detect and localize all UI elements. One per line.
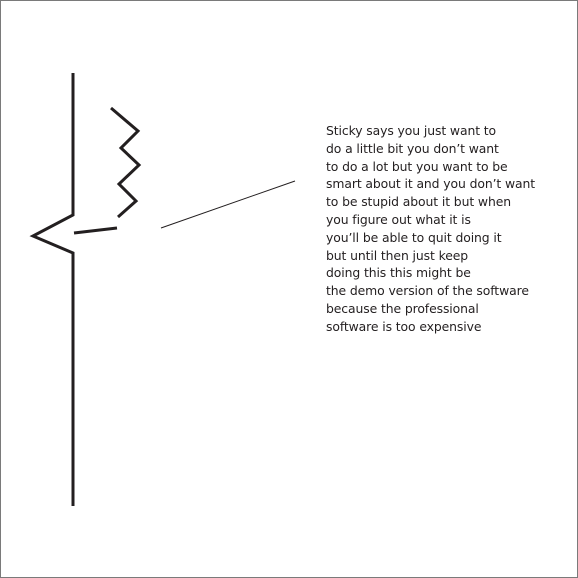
caption-line: doing this this might be bbox=[326, 265, 471, 281]
caption-line: but until then just keep bbox=[326, 247, 469, 263]
sticky-body-line bbox=[29, 73, 75, 506]
caption-line: do a little bit you don’t want bbox=[326, 140, 499, 156]
caption-line: to do a lot but you want to be bbox=[326, 158, 508, 174]
caption-line: to be stupid about it but when bbox=[326, 194, 511, 210]
caption-line: you’ll be able to quit doing it bbox=[326, 229, 502, 245]
caption-line: software is too expensive bbox=[326, 318, 482, 334]
sticky-arm-line bbox=[73, 226, 118, 235]
sticky-zigzag-line bbox=[110, 106, 142, 219]
caption-line: smart about it and you don’t want bbox=[326, 176, 536, 192]
speech-caption: Sticky says you just want to do a little… bbox=[326, 122, 566, 336]
caption-line: because the professional bbox=[326, 300, 479, 316]
caption-line: Sticky says you just want to bbox=[326, 123, 497, 138]
caption-line: you figure out what it is bbox=[326, 211, 471, 227]
speech-pointer-line bbox=[160, 180, 296, 229]
caption-line: the demo version of the software bbox=[326, 283, 529, 299]
